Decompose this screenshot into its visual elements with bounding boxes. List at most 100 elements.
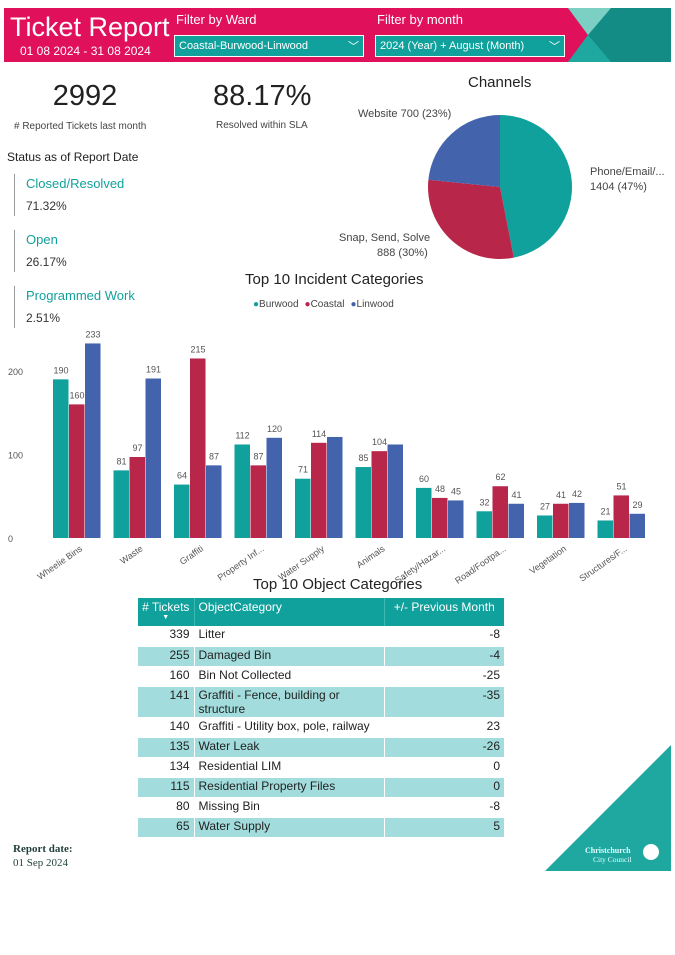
bar-value-label: 120 xyxy=(267,424,282,434)
pie-label-website: Website 700 (23%) xyxy=(358,108,452,120)
channels-pie-chart xyxy=(428,115,572,259)
bar[interactable] xyxy=(206,465,222,538)
x-tick-label: Vegetation xyxy=(528,543,569,576)
col-header-tickets[interactable]: # Tickets ▼ xyxy=(138,598,195,626)
bar[interactable] xyxy=(113,470,130,538)
table-row[interactable]: 134 Residential LIM 0 xyxy=(138,757,504,778)
bar[interactable] xyxy=(145,378,162,538)
table-row[interactable]: 255 Damaged Bin -4 xyxy=(138,646,504,667)
bar-value-label: 112 xyxy=(235,430,249,440)
kpi-sla-value: 88.17% xyxy=(213,80,312,112)
col-header-change[interactable]: +/- Previous Month xyxy=(384,598,504,626)
bar[interactable] xyxy=(553,503,569,538)
category-cell: Damaged Bin xyxy=(194,646,385,667)
pie-title: Channels xyxy=(468,74,532,91)
category-cell: Residential Property Files xyxy=(194,777,385,798)
pie-label-snap: Snap, Send, Solve xyxy=(339,232,431,244)
col-header-category[interactable]: ObjectCategory xyxy=(194,598,385,626)
bar[interactable] xyxy=(432,497,448,538)
change-cell: -8 xyxy=(384,797,504,818)
bar[interactable] xyxy=(613,495,630,538)
table-row[interactable]: 140 Graffiti - Utility box, pole, railway… xyxy=(138,717,504,738)
bar[interactable] xyxy=(476,511,493,538)
bar[interactable] xyxy=(569,502,585,538)
month-filter-dropdown[interactable]: 2024 (Year) + August (Month) ﹀ xyxy=(375,35,565,57)
category-cell: Graffiti - Utility box, pole, railway xyxy=(194,717,385,738)
bar-value-label: 45 xyxy=(451,486,461,496)
bar[interactable] xyxy=(53,379,69,538)
table-row[interactable]: 65 Water Supply 5 xyxy=(138,817,504,838)
x-tick-label: Waste xyxy=(118,543,144,566)
bar[interactable] xyxy=(295,478,311,538)
bar[interactable] xyxy=(311,442,327,538)
bar[interactable] xyxy=(597,520,614,538)
pie-slice[interactable] xyxy=(428,179,514,259)
svg-text:City Council: City Council xyxy=(593,855,632,864)
status-programmed-label: Programmed Work xyxy=(26,288,135,303)
x-tick-label: Graffiti xyxy=(178,543,205,566)
bar[interactable] xyxy=(327,436,343,538)
bar[interactable] xyxy=(355,467,372,538)
bar[interactable] xyxy=(387,444,404,538)
sort-desc-icon: ▼ xyxy=(162,614,170,621)
bar[interactable] xyxy=(266,437,283,538)
ward-filter-label: Filter by Ward xyxy=(176,12,257,27)
bar-value-label: 29 xyxy=(632,500,642,510)
bar[interactable] xyxy=(629,513,646,538)
svg-text:Christchurch: Christchurch xyxy=(585,846,631,855)
tickets-cell: 255 xyxy=(138,646,195,667)
bar-value-label: 41 xyxy=(556,490,566,500)
status-divider xyxy=(14,230,15,272)
change-cell: -4 xyxy=(384,646,504,667)
change-cell: -8 xyxy=(384,626,504,647)
header-decoration xyxy=(568,8,671,62)
ward-filter-value: Coastal-Burwood-Linwood xyxy=(179,40,309,52)
table-row[interactable]: 80 Missing Bin -8 xyxy=(138,797,504,818)
category-cell: Litter xyxy=(194,626,385,647)
bar-value-label: 85 xyxy=(358,453,368,463)
bar[interactable] xyxy=(537,515,553,538)
bar-value-label: 71 xyxy=(298,465,308,475)
bar[interactable] xyxy=(190,358,206,538)
x-tick-label: Structures/F... xyxy=(577,543,628,583)
bar[interactable] xyxy=(492,486,509,538)
bar-value-label: 97 xyxy=(132,443,142,453)
bar[interactable] xyxy=(85,343,101,538)
y-tick-label: 100 xyxy=(8,451,23,461)
bar[interactable] xyxy=(174,484,190,538)
tickets-cell: 140 xyxy=(138,717,195,738)
table-row[interactable]: 339 Litter -8 xyxy=(138,626,504,647)
category-cell: Residential LIM xyxy=(194,757,385,778)
bar[interactable] xyxy=(234,444,251,538)
bar-value-label: 27 xyxy=(540,501,550,511)
bar[interactable] xyxy=(371,451,388,538)
bar[interactable] xyxy=(250,465,267,538)
bar[interactable] xyxy=(129,457,146,538)
tickets-cell: 65 xyxy=(138,817,195,838)
pie-slice[interactable] xyxy=(500,115,572,258)
table-row[interactable]: 115 Residential Property Files 0 xyxy=(138,777,504,798)
table-row[interactable]: 141 Graffiti - Fence, building or structu… xyxy=(138,686,504,718)
table-row[interactable]: 160 Bin Not Collected -25 xyxy=(138,666,504,687)
status-programmed-value: 2.51% xyxy=(26,311,61,325)
tickets-cell: 339 xyxy=(138,626,195,647)
bar[interactable] xyxy=(416,487,432,538)
category-cell: Water Supply xyxy=(194,817,385,838)
status-divider xyxy=(14,286,15,328)
table-row[interactable]: 135 Water Leak -26 xyxy=(138,737,504,758)
tickets-cell: 115 xyxy=(138,777,195,798)
bar-value-label: 62 xyxy=(495,472,505,482)
pie-slice[interactable] xyxy=(428,115,500,187)
x-tick-label: Wheelie Bins xyxy=(35,543,84,582)
legend-coastal: ●Coastal xyxy=(304,299,345,310)
bar-value-label: 41 xyxy=(511,490,521,500)
ward-filter-dropdown[interactable]: Coastal-Burwood-Linwood ﹀ xyxy=(174,35,364,57)
x-tick-label: Road/Footpa... xyxy=(453,543,508,585)
bar-value-label: 42 xyxy=(572,489,582,499)
bar[interactable] xyxy=(69,404,85,538)
bar[interactable] xyxy=(508,503,525,538)
bar[interactable] xyxy=(448,500,464,538)
bar-value-label: 48 xyxy=(435,484,445,494)
tickets-cell: 80 xyxy=(138,797,195,818)
page-title: Ticket Report xyxy=(10,12,170,42)
